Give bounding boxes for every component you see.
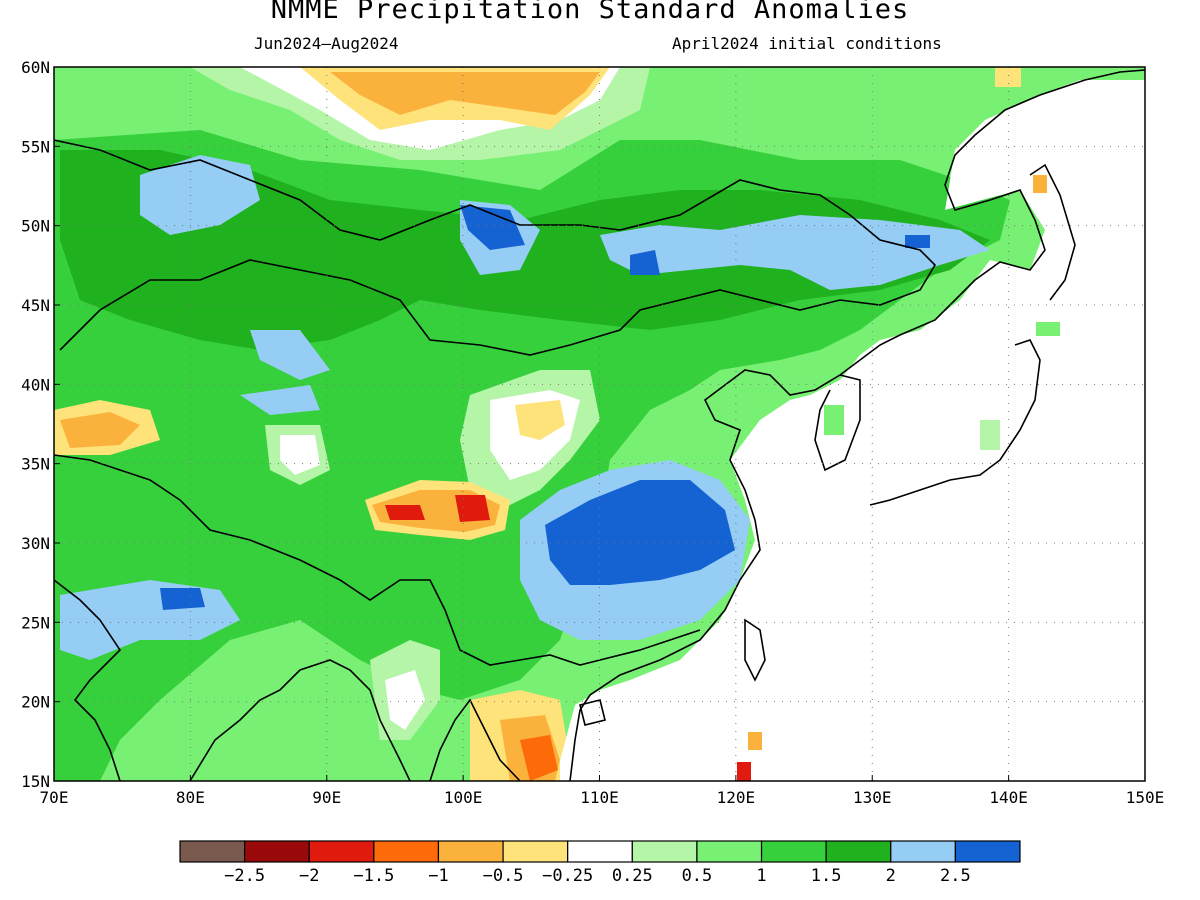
colorbar-swatch	[179, 840, 246, 863]
colorbar-swatch	[437, 840, 504, 863]
lat-tick-label: 50N	[21, 217, 50, 236]
colorbar-swatch	[890, 840, 956, 863]
colorbar-label: 2.5	[940, 866, 971, 886]
colorbar-swatch	[308, 840, 375, 863]
colorbar-swatch	[760, 840, 827, 863]
lon-tick-label: 120E	[717, 788, 756, 807]
colorbar-swatch	[954, 840, 1021, 863]
lat-tick-label: 15N	[21, 772, 50, 791]
map-title: NMME Precipitation Standard Anomalies	[270, 0, 910, 25]
colorbar-label: 1	[756, 866, 766, 886]
colorbar-label: 2	[886, 866, 896, 886]
colorbar-label: −2.5	[224, 866, 265, 886]
axis-ticks: 70E 80E 90E 100E 110E 120E 130E 140E 150E 60N 55N 5…	[21, 58, 1164, 807]
colorbar-label: −2	[299, 866, 319, 886]
colorbar-swatch	[502, 840, 569, 863]
lon-tick-label: 80E	[176, 788, 205, 807]
colorbar-swatch	[631, 840, 698, 863]
coastline-borders	[54, 69, 1145, 781]
lon-tick-label: 150E	[1126, 788, 1165, 807]
colorbar-legend: −2.5 −2 −1.5 −1 −0.5 −0.25 0.25 0.5 1 1.5 2 2.5	[179, 840, 1021, 886]
colorbar-label: 0.25	[612, 866, 653, 886]
forecast-period: Jun2024–Aug2024	[254, 34, 399, 53]
lon-tick-label: 90E	[312, 788, 341, 807]
lat-tick-label: 45N	[21, 296, 50, 315]
lat-tick-label: 35N	[21, 455, 50, 474]
lon-tick-label: 140E	[989, 788, 1028, 807]
colorbar-label: −1.5	[353, 866, 394, 886]
colorbar-label: 0.5	[682, 866, 713, 886]
colorbar-swatch	[825, 840, 892, 863]
lat-tick-label: 55N	[21, 137, 50, 156]
lat-tick-label: 40N	[21, 375, 50, 394]
colorbar-swatch	[567, 840, 633, 863]
lat-tick-label: 60N	[21, 58, 50, 77]
colorbar-swatch	[244, 840, 310, 863]
colorbar-label: 1.5	[811, 866, 842, 886]
lon-tick-label: 130E	[853, 788, 892, 807]
anomaly-shading	[54, 67, 1145, 781]
lat-tick-label: 20N	[21, 693, 50, 712]
colorbar-label: −0.25	[542, 866, 593, 886]
colorbar-label: −0.5	[483, 866, 524, 886]
colorbar-swatch	[696, 840, 763, 863]
lon-tick-label: 110E	[580, 788, 619, 807]
lon-tick-label: 70E	[40, 788, 69, 807]
colorbar-label: −1	[428, 866, 448, 886]
initial-conditions: April2024 initial conditions	[672, 34, 942, 53]
colorbar-swatch	[373, 840, 440, 863]
lat-tick-label: 25N	[21, 613, 50, 632]
lat-tick-label: 30N	[21, 534, 50, 553]
lon-tick-label: 100E	[444, 788, 483, 807]
